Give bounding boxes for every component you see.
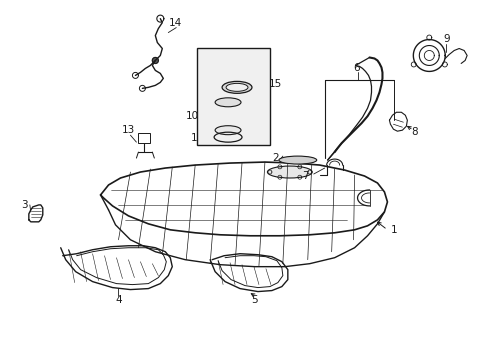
Text: 11: 11: [190, 133, 203, 143]
Text: 2: 2: [272, 153, 279, 163]
Text: 5: 5: [251, 294, 258, 305]
Text: 8: 8: [410, 127, 417, 137]
Bar: [138, 133, 150, 143]
Ellipse shape: [215, 126, 241, 135]
Ellipse shape: [215, 98, 241, 107]
Ellipse shape: [278, 156, 316, 164]
Ellipse shape: [225, 84, 247, 91]
Text: 9: 9: [442, 33, 448, 44]
Text: 7: 7: [302, 171, 308, 181]
Ellipse shape: [267, 166, 312, 178]
Polygon shape: [152, 58, 158, 63]
Text: 13: 13: [122, 125, 135, 135]
Bar: [197, 48, 269, 145]
Text: 3: 3: [21, 200, 28, 210]
Text: 10: 10: [185, 111, 198, 121]
Text: 1: 1: [390, 225, 397, 235]
Text: 4: 4: [115, 294, 122, 305]
Text: 6: 6: [352, 63, 359, 73]
Ellipse shape: [222, 81, 251, 93]
Text: 12: 12: [196, 60, 209, 71]
Text: 15: 15: [269, 79, 282, 89]
Text: 14: 14: [168, 18, 182, 28]
